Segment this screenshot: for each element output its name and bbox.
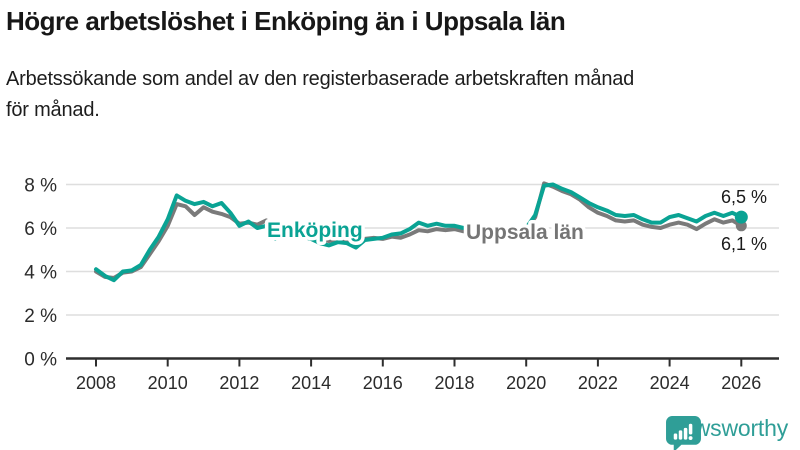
bar-1	[673, 433, 677, 440]
exclamation-bar	[688, 423, 693, 435]
endpoint-dot-enkoping	[734, 210, 748, 224]
x-tick-label-2020: 2020	[506, 373, 546, 393]
annotations: Enköping Uppsala län 6,5 % 6,1 %	[264, 187, 768, 254]
axes: 0 % 2 % 4 % 6 % 8 % 2008 2010 2012 2014 2016 2018 2…	[24, 176, 779, 393]
x-tick-label-2026: 2026	[721, 373, 761, 393]
page-title: Högre arbetslöshet i Enköping än i Uppsa…	[6, 6, 566, 36]
series-label-uppsala-lan: Uppsala län	[466, 221, 584, 244]
subtitle-line-1: Arbetssökande som andel av den registerb…	[6, 68, 635, 90]
x-tick-label-2016: 2016	[363, 373, 403, 393]
x-tick-label-2012: 2012	[219, 373, 259, 393]
y-tick-label-6: 6 %	[24, 219, 57, 240]
y-tick-label-4: 4 %	[24, 263, 57, 284]
x-tick-label-2022: 2022	[578, 373, 618, 393]
y-tick-label-2: 2 %	[24, 306, 57, 327]
data-line-enköping	[94, 182, 744, 283]
y-tick-label-0: 0 %	[24, 350, 57, 371]
y-tick-label-8: 8 %	[24, 176, 57, 197]
x-tick-label-2024: 2024	[650, 373, 690, 393]
series-label-enkoping: Enköping	[267, 219, 363, 242]
speech-bubble-shape	[665, 416, 701, 450]
bar-2	[678, 430, 683, 440]
end-value-label-enkoping: 6,5 %	[721, 187, 767, 207]
x-tick-label-2014: 2014	[291, 373, 331, 393]
subtitle-line-2: för månad.	[6, 99, 100, 121]
bar-3	[683, 427, 688, 440]
series-lines	[94, 181, 744, 283]
x-tick-label-2008: 2008	[76, 373, 116, 393]
x-tick-label-2010: 2010	[148, 373, 188, 393]
end-value-label-uppsala: 6,1 %	[721, 234, 767, 254]
brand-footer: Newsworthy	[665, 415, 788, 450]
endpoint-dot-uppsala	[735, 220, 747, 232]
chart-subtitle: Arbetssökande som andel av den registerb…	[6, 64, 776, 126]
x-tick-label-2018: 2018	[434, 373, 474, 393]
exclamation-dot	[688, 436, 693, 440]
newsworthy-logo-icon	[665, 416, 701, 450]
data-line-uppsala-län	[94, 181, 744, 280]
